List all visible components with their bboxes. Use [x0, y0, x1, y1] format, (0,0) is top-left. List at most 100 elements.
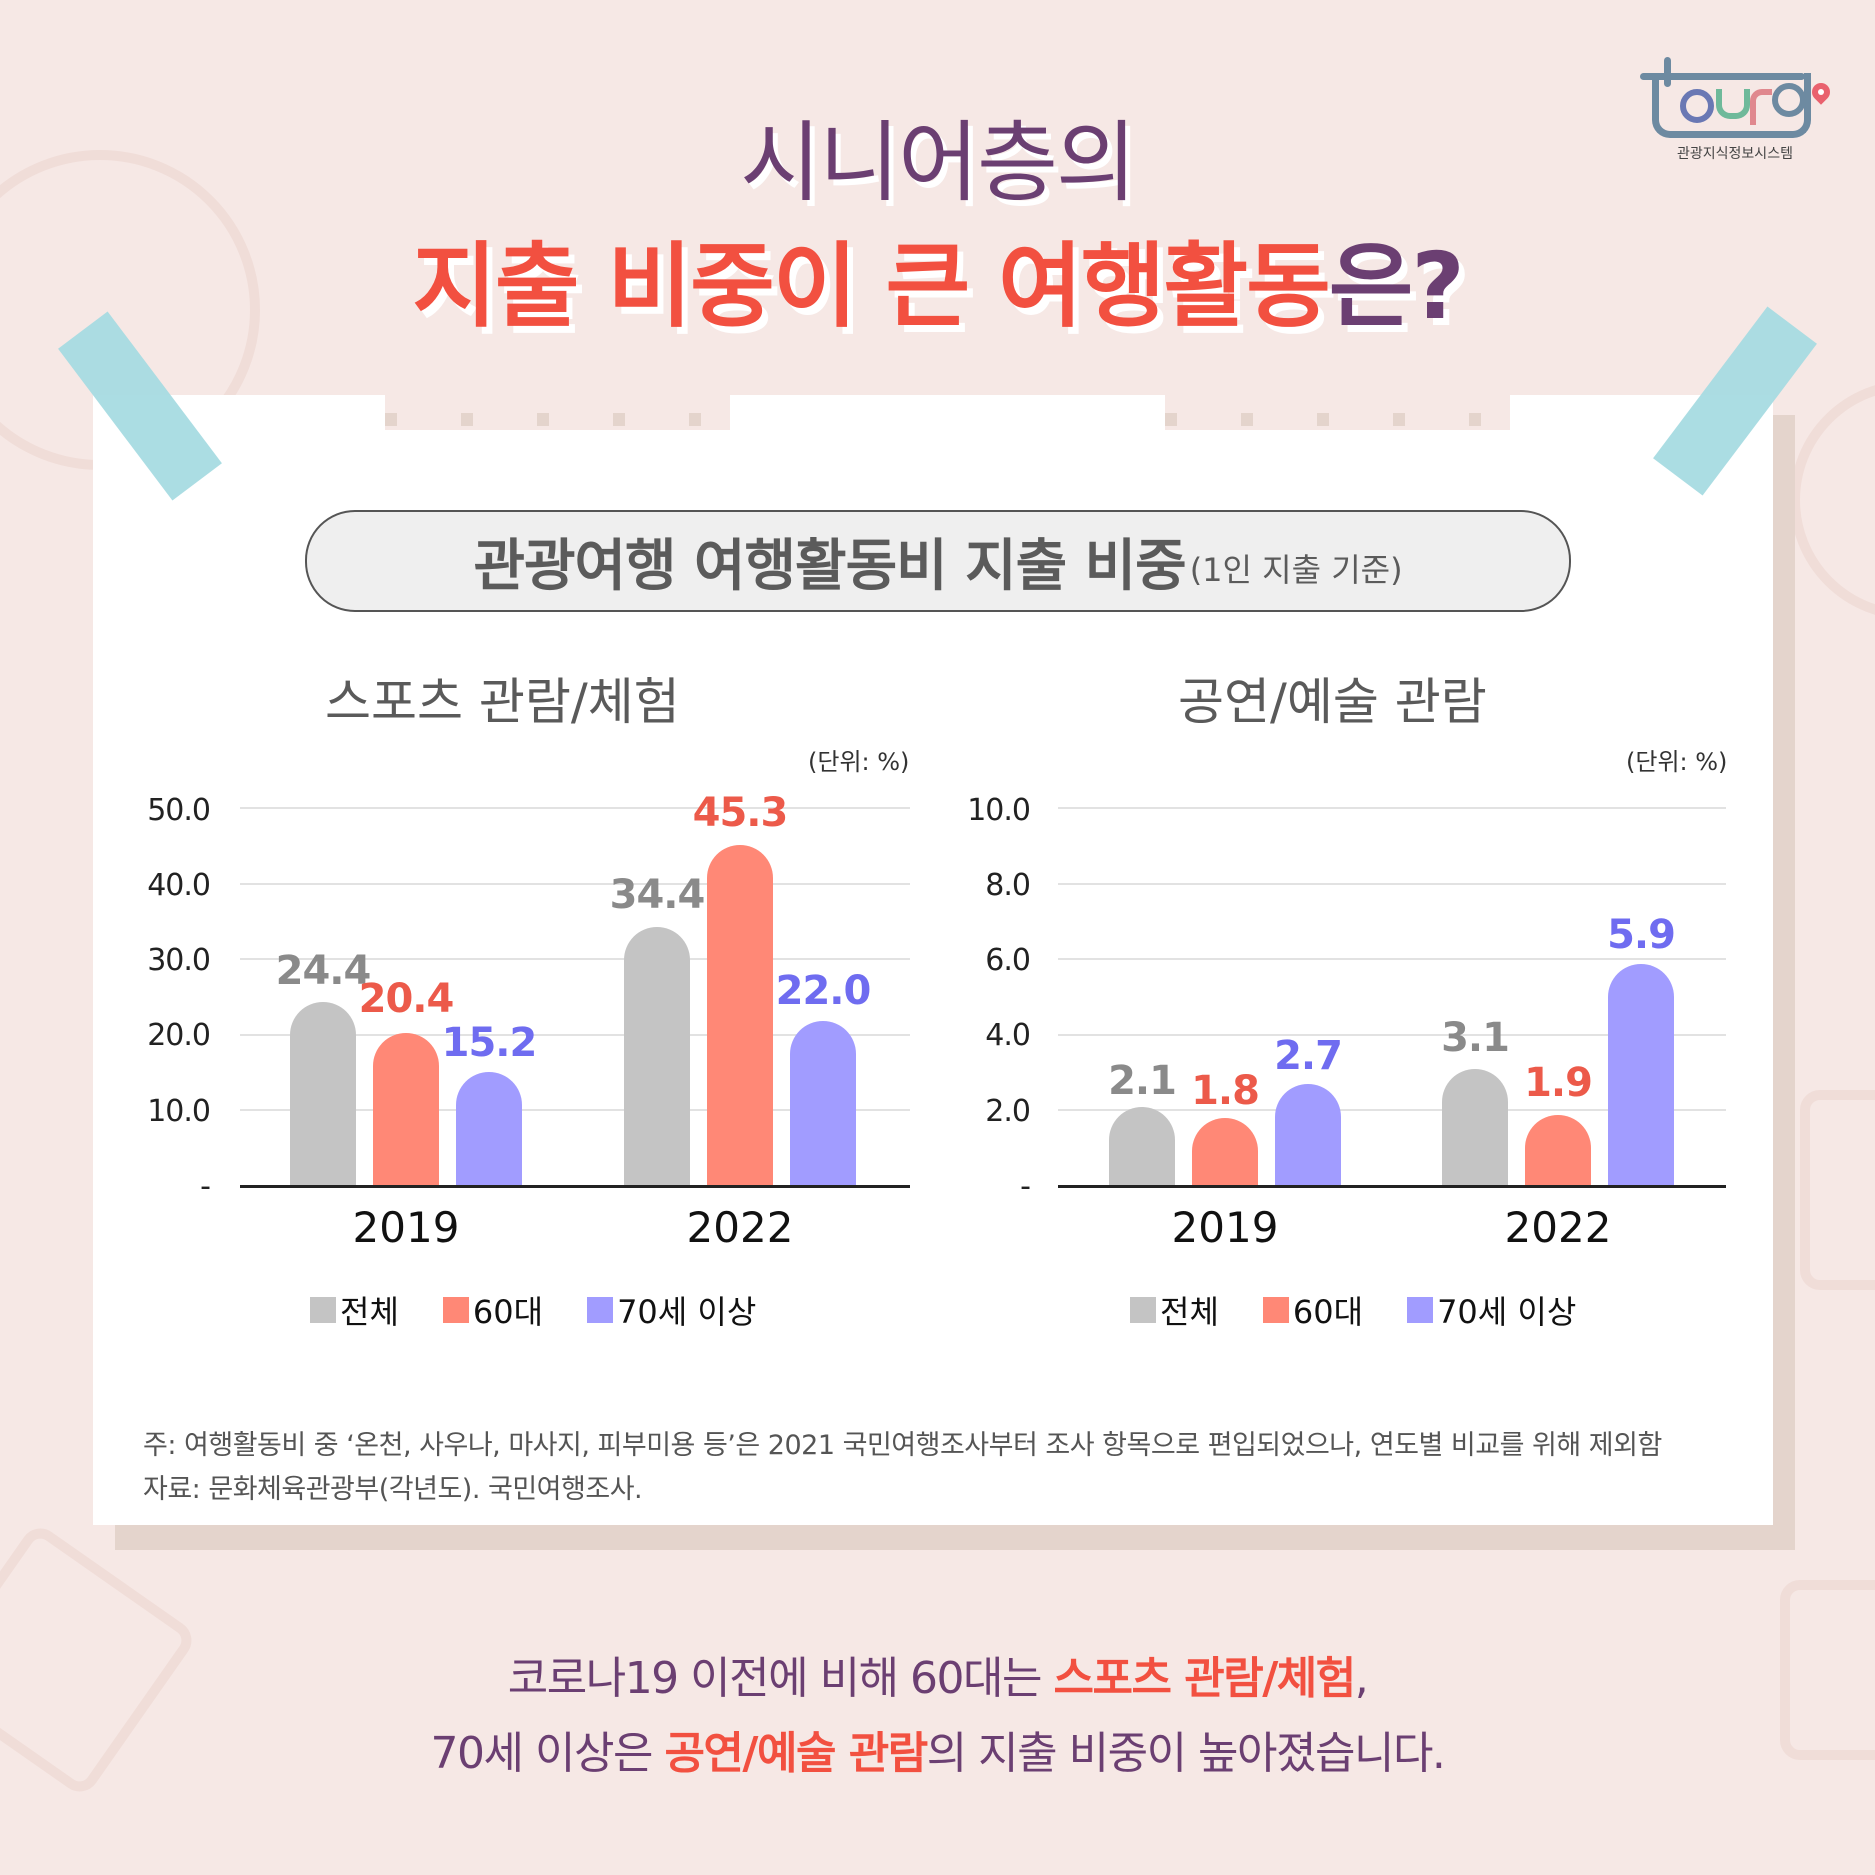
legend-swatch [442, 1297, 469, 1323]
bar-2022-age70plus [790, 1021, 856, 1186]
y-tick: 8.0 [985, 868, 1031, 903]
value-label: 15.2 [441, 1020, 538, 1066]
legend-label: 70세 이상 [617, 1293, 757, 1331]
legend-item-total: 전체 [310, 1287, 399, 1333]
tourgo-logo: 관광지식정보시스템 [1640, 55, 1840, 165]
legend-item-age60: 60대 [1262, 1287, 1364, 1333]
gridline [240, 1109, 910, 1111]
legend-swatch [587, 1297, 614, 1323]
y-tick: 40.0 [147, 868, 211, 903]
value-label: 22.0 [775, 968, 872, 1014]
logo-subtitle: 관광지식정보시스템 [1677, 146, 1793, 162]
value-label: 20.4 [358, 976, 455, 1022]
summary-highlight: 공연/예술 관람 [664, 1728, 928, 1779]
y-tick: 10.0 [147, 1094, 211, 1129]
bar-2022-age60 [707, 845, 773, 1186]
bar-2019-age60 [373, 1033, 439, 1186]
y-tick: 50.0 [147, 793, 211, 828]
map-pin-decoration [1780, 1580, 1875, 1760]
gridline [1058, 807, 1726, 809]
value-label: 2.1 [1108, 1058, 1177, 1104]
bar-2019-age70plus [456, 1072, 522, 1186]
y-tick: 20.0 [147, 1018, 211, 1053]
globe-decoration [1790, 380, 1875, 620]
summary-text: , [1354, 1653, 1369, 1704]
panel-title-main: 관광여행 여행활동비 지출 비중 [473, 533, 1186, 599]
x-axis [240, 1185, 910, 1188]
value-label: 2.7 [1274, 1033, 1343, 1079]
legend-swatch [1407, 1297, 1434, 1323]
value-label: 5.9 [1607, 912, 1676, 958]
y-tick: 30.0 [147, 943, 211, 978]
gridline [1058, 1034, 1726, 1036]
y-tick: - [200, 1169, 211, 1204]
y-tick: 4.0 [985, 1018, 1031, 1053]
x-label: 2022 [1504, 1203, 1612, 1252]
summary-text: 의 지출 비중이 높아졌습니다. [926, 1728, 1446, 1779]
unit-label: (단위: %) [1626, 748, 1728, 776]
value-label: 34.4 [609, 872, 706, 918]
logo-shape [1640, 73, 1805, 80]
value-label: 24.4 [275, 948, 372, 994]
legend-swatch [1262, 1297, 1289, 1323]
gridline [240, 958, 910, 960]
gridline [240, 1034, 910, 1036]
gridline [240, 807, 910, 809]
torn-edge-right [1165, 395, 1510, 430]
logo-letter-u [1716, 89, 1750, 119]
logo-shape [1652, 73, 1811, 138]
legend-label: 전체 [1160, 1293, 1219, 1331]
value-label: 3.1 [1441, 1015, 1510, 1061]
legend: 전체 60대 70세 이상 [310, 1287, 800, 1333]
bar-2019-total [1109, 1107, 1175, 1186]
legend-item-age70plus: 70세 이상 [587, 1287, 756, 1333]
gridline [1058, 958, 1726, 960]
footnote: 주: 여행활동비 중 ‘온천, 사우나, 마사지, 피부미용 등’은 2021 … [143, 1430, 1662, 1461]
panel-title-note: (1인 지출 기준) [1189, 551, 1403, 589]
bar-2022-total [1442, 1069, 1508, 1186]
legend-item-total: 전체 [1130, 1287, 1219, 1333]
summary-text: 코로나19 이전에 비해 60대는 [507, 1653, 1054, 1704]
logo-letter-o [1680, 89, 1714, 123]
torn-edge-left [385, 395, 730, 430]
legend-label: 전체 [340, 1293, 399, 1331]
legend-swatch [1130, 1297, 1156, 1323]
y-tick: - [1020, 1169, 1031, 1204]
bar-2019-total [290, 1002, 356, 1186]
value-label: 1.9 [1524, 1060, 1593, 1106]
bar-2019-age70plus [1275, 1084, 1341, 1186]
suitcase-decoration [1800, 1090, 1875, 1290]
chart-title: 스포츠 관람/체험 [325, 673, 680, 731]
logo-letter-r [1750, 89, 1772, 125]
legend-label: 70세 이상 [1437, 1293, 1577, 1331]
x-label: 2019 [352, 1203, 460, 1252]
x-label: 2019 [1171, 1203, 1279, 1252]
page-title-line1: 시니어층의 [740, 111, 1137, 214]
value-label: 1.8 [1191, 1068, 1260, 1114]
value-label: 45.3 [692, 790, 789, 836]
y-tick: 10.0 [967, 793, 1031, 828]
logo-shape [1664, 57, 1671, 87]
y-tick: 2.0 [985, 1094, 1031, 1129]
legend-swatch [310, 1297, 336, 1323]
gridline [1058, 883, 1726, 885]
summary-line1: 코로나19 이전에 비해 60대는 스포츠 관람/체험, [0, 1642, 1875, 1706]
summary-highlight: 스포츠 관람/체험 [1053, 1653, 1356, 1704]
bar-2022-total [624, 927, 690, 1186]
chart-title: 공연/예술 관람 [1178, 673, 1487, 731]
bar-2022-age60 [1525, 1115, 1591, 1186]
title-highlight: 지출 비중이 큰 여행활동 [412, 233, 1330, 340]
legend-item-age60: 60대 [442, 1287, 543, 1333]
source-note: 자료: 문화체육관광부(각년도). 국민여행조사. [143, 1474, 643, 1505]
bar-2019-age60 [1192, 1118, 1258, 1186]
summary-text: 70세 이상은 [430, 1728, 665, 1779]
title-suffix: 은? [1328, 233, 1465, 340]
gridline [240, 883, 910, 885]
page-title-line2: 지출 비중이 큰 여행활동은? [0, 212, 1875, 345]
legend-label: 60대 [1292, 1293, 1364, 1331]
x-label: 2022 [686, 1203, 794, 1252]
legend-item-age70plus: 70세 이상 [1407, 1287, 1576, 1333]
logo-letter-g [1772, 83, 1806, 117]
x-axis [1058, 1185, 1726, 1188]
panel-title: 관광여행 여행활동비 지출 비중 (1인 지출 기준) [305, 510, 1571, 612]
